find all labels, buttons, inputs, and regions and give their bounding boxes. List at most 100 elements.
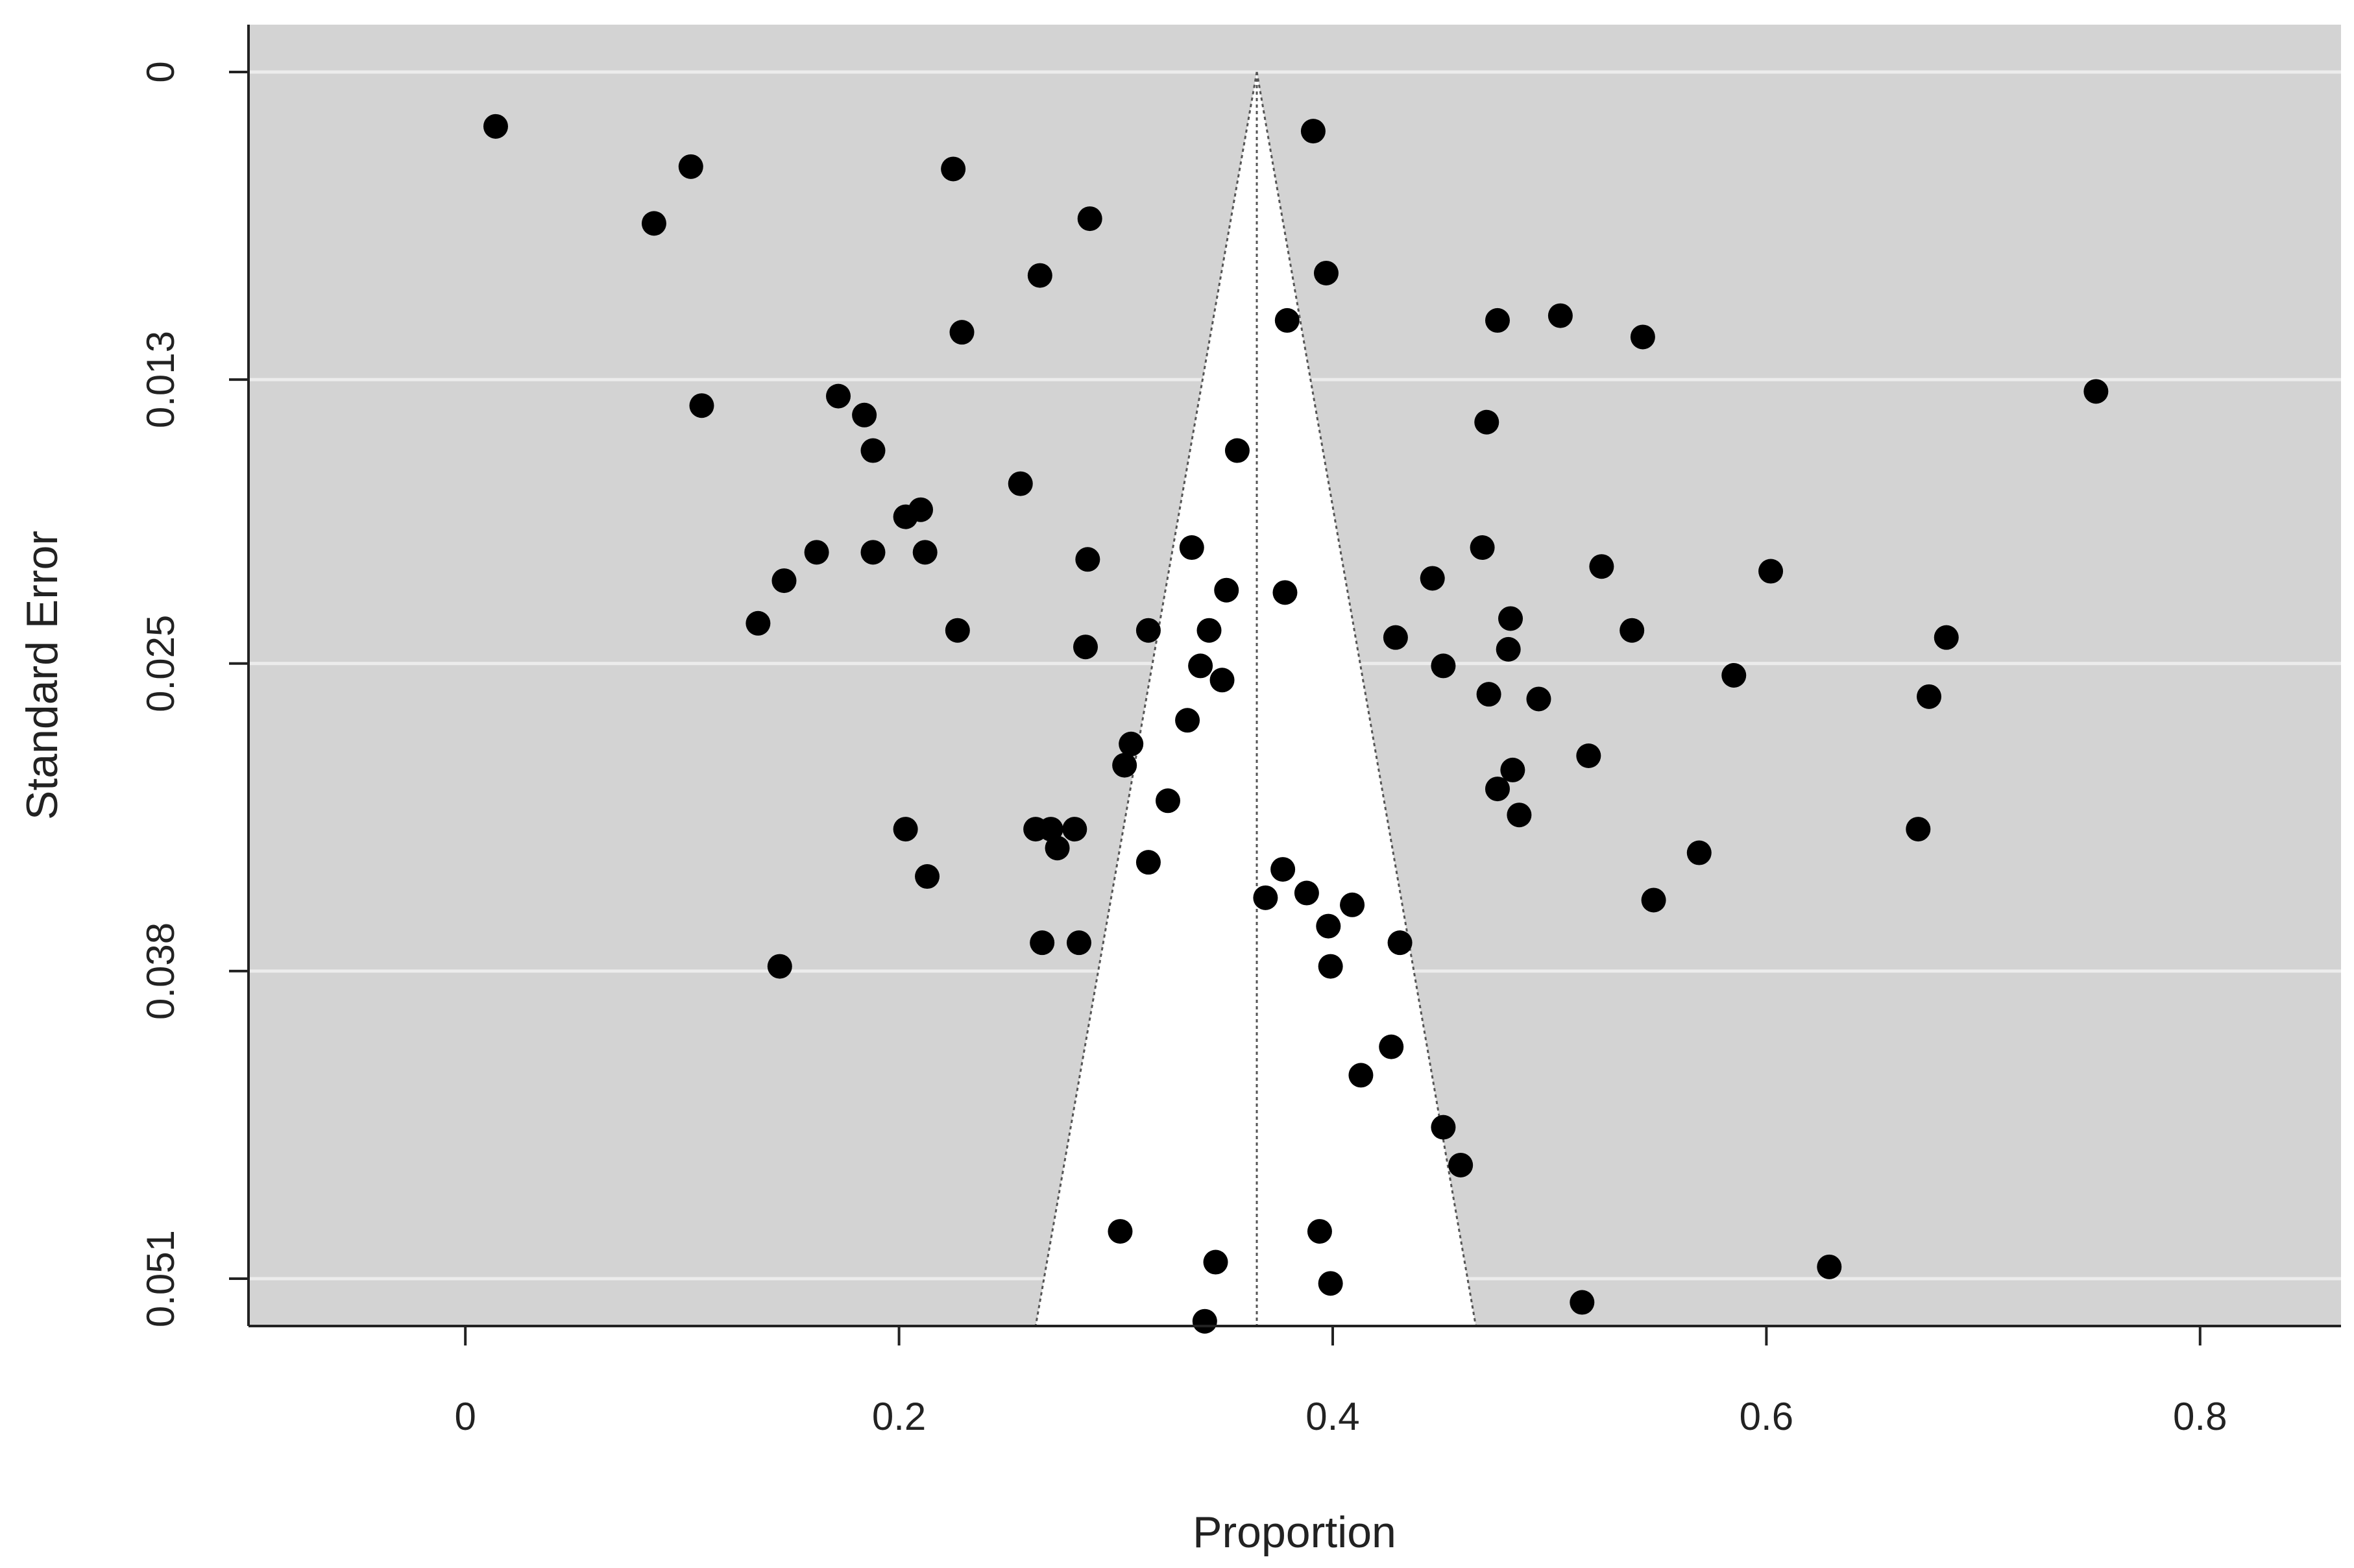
data-point-25 [912,540,938,565]
data-point-81 [1348,1063,1374,1088]
data-point-6 [1027,263,1052,288]
data-point-14 [826,383,851,409]
data-point-86 [1203,1249,1228,1275]
data-point-79 [1318,954,1343,979]
x-tick-label-4: 0.8 [2173,1395,2227,1438]
data-point-62 [1038,817,1063,842]
data-point-39 [1758,559,1784,584]
data-point-75 [1030,930,1055,956]
data-point-32 [1073,634,1098,660]
data-point-74 [1906,817,1931,842]
data-point-52 [1175,708,1200,733]
data-point-37 [1420,566,1445,591]
data-point-57 [1155,788,1180,814]
data-point-27 [1179,535,1204,561]
y-tick-label-1: 0.013 [139,331,182,428]
data-point-55 [1576,743,1601,769]
data-point-77 [1387,930,1413,956]
data-point-13 [689,393,714,418]
data-point-8 [949,320,975,345]
data-point-33 [1135,618,1161,643]
data-point-28 [1470,535,1495,561]
data-point-23 [804,540,829,565]
data-point-68 [1253,885,1278,910]
data-point-80 [1379,1034,1404,1059]
data-point-88 [1318,1271,1343,1296]
data-point-24 [860,540,886,565]
data-point-69 [1294,880,1319,906]
data-point-51 [1917,684,1942,709]
data-point-26 [1075,547,1100,572]
data-point-60 [893,817,918,842]
data-point-19 [1224,438,1250,463]
data-point-90 [1192,1309,1217,1334]
data-point-41 [1620,618,1645,643]
data-point-66 [915,864,940,889]
y-axis-title: Standard Error [18,531,67,820]
data-point-40 [1498,606,1523,631]
x-tick-label-0: 0 [455,1395,476,1438]
data-point-89 [1570,1290,1595,1315]
data-point-42 [1383,625,1408,650]
data-points [483,114,2109,1334]
data-point-71 [1316,913,1341,939]
data-point-63 [1062,817,1087,842]
data-point-34 [1196,618,1222,643]
data-point-4 [1077,206,1102,232]
y-tick-label-4: 0.051 [139,1230,182,1327]
data-point-35 [1214,577,1239,603]
data-point-59 [1507,802,1532,828]
data-point-72 [1641,887,1666,913]
y-tick-label-2: 0.025 [139,615,182,712]
data-point-18 [2083,379,2109,404]
data-point-67 [1270,857,1296,882]
data-point-5 [1300,119,1326,144]
x-tick-label-2: 0.4 [1305,1395,1359,1438]
x-tick-label-1: 0.2 [872,1395,926,1438]
data-point-12 [1630,324,1655,350]
data-point-3 [941,156,966,182]
data-point-45 [1188,653,1213,679]
data-point-29 [771,568,797,594]
data-point-84 [1108,1219,1133,1244]
data-point-56 [1500,757,1525,782]
y-axis-ticks: 0 0.013 0.025 0.038 0.051 [139,61,249,1327]
data-point-58 [1485,777,1510,802]
funnel-right-boundary [1256,71,1477,1327]
data-point-7 [1313,260,1339,285]
data-point-49 [1476,682,1501,707]
funnel-left-boundary [1034,71,1258,1327]
data-point-78 [767,954,792,979]
data-point-1 [678,154,703,179]
data-point-82 [1431,1115,1456,1140]
data-point-44 [1934,625,1959,650]
x-axis-title: Proportion [1193,1508,1396,1557]
x-tick-label-3: 0.6 [1740,1395,1793,1438]
data-point-0 [483,114,508,139]
data-point-53 [1119,731,1144,756]
data-point-15 [852,402,877,428]
data-point-43 [1496,636,1521,662]
data-point-16 [860,438,886,463]
data-point-9 [1274,308,1300,333]
data-point-46 [1209,668,1235,693]
data-point-17 [1474,409,1499,435]
data-point-48 [1721,663,1747,688]
data-point-85 [1307,1219,1332,1244]
data-point-87 [1817,1254,1842,1279]
data-point-65 [1135,850,1161,875]
data-point-54 [1112,753,1137,778]
data-point-36 [1272,580,1298,605]
data-point-22 [908,497,934,522]
data-point-50 [1526,686,1551,712]
data-point-76 [1066,930,1091,956]
data-point-83 [1448,1152,1474,1177]
data-point-70 [1340,892,1365,917]
funnel-region [1036,71,1476,1327]
data-point-38 [1589,554,1614,579]
data-point-30 [746,610,771,636]
data-point-20 [1008,471,1033,496]
x-axis-ticks: 0 0.2 0.4 0.6 0.8 [455,1326,2227,1438]
data-point-11 [1547,303,1573,328]
